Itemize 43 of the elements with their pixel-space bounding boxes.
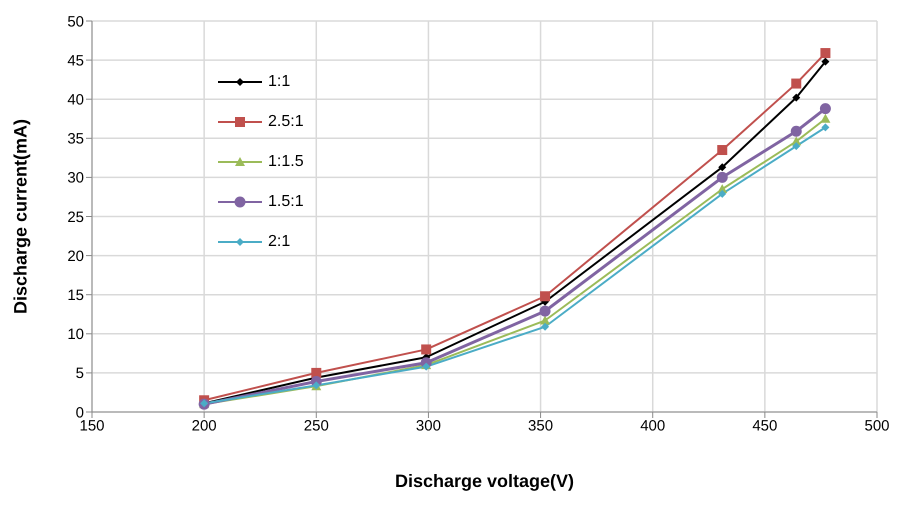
point	[792, 142, 800, 150]
point	[820, 103, 831, 114]
legend-label: 1.5:1	[268, 193, 304, 211]
legend-label: 1:1	[268, 73, 290, 91]
y-tick-label: 45	[67, 52, 84, 70]
x-tick-label: 450	[752, 418, 778, 435]
point	[422, 362, 430, 371]
point	[716, 172, 728, 183]
point	[821, 58, 830, 66]
y-tick-label: 40	[67, 92, 84, 109]
point	[718, 163, 726, 172]
x-tick-label: 350	[528, 418, 554, 435]
x-tick-label: 400	[640, 418, 666, 435]
y-axis-title: Discharge current(mA)	[10, 118, 30, 314]
point	[540, 306, 551, 317]
point	[791, 78, 802, 89]
y-tick-label: 50	[67, 13, 84, 30]
point	[792, 94, 800, 102]
point	[820, 48, 830, 58]
y-tick-label: 5	[76, 365, 84, 382]
y-tick-label: 10	[67, 326, 84, 344]
point	[820, 114, 830, 123]
x-tick-label: 250	[304, 418, 329, 435]
point	[540, 291, 550, 302]
x-tick-label: 200	[192, 418, 217, 435]
legend-label: 2:1	[268, 233, 290, 251]
y-tick-label: 20	[67, 248, 84, 265]
legend-label: 1:1.5	[268, 153, 304, 171]
point	[821, 123, 830, 132]
x-axis-title: Discharge voltage(V)	[394, 471, 574, 491]
x-tick-label: 300	[416, 418, 441, 435]
y-tick-label: 35	[67, 130, 84, 148]
point	[718, 190, 726, 198]
y-tick-label: 30	[67, 170, 84, 187]
legend-label: 2.5:1	[268, 113, 304, 131]
y-tick-label: 25	[67, 208, 84, 226]
y-tick-label: 15	[67, 287, 84, 304]
point	[717, 145, 728, 156]
x-tick-label: 500	[864, 418, 890, 435]
point	[540, 316, 550, 325]
point	[421, 344, 432, 354]
point	[790, 126, 802, 137]
point	[541, 322, 550, 331]
